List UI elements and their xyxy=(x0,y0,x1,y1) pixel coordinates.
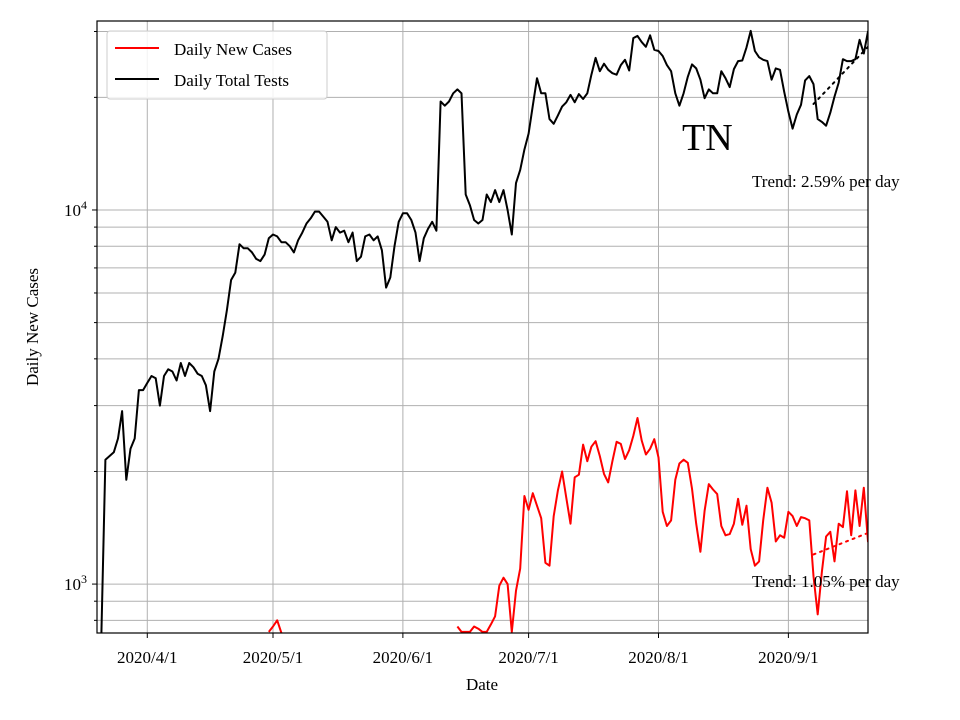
trend-line-cases xyxy=(812,531,868,556)
grid xyxy=(97,21,868,633)
trend-line-tests xyxy=(812,45,868,105)
x-tick-label: 2020/4/1 xyxy=(117,648,177,667)
x-axis-label: Date xyxy=(466,675,498,694)
x-tick-label: 2020/8/1 xyxy=(628,648,688,667)
x-tick-label: 2020/7/1 xyxy=(498,648,558,667)
series-line-cases xyxy=(268,417,868,633)
plot-frame xyxy=(96,20,869,634)
x-tick-label: 2020/5/1 xyxy=(243,648,303,667)
legend-box xyxy=(106,30,328,100)
legend-label-cases: Daily New Cases xyxy=(174,40,292,59)
trend-label-cases: Trend: 1.05% per day xyxy=(752,572,900,591)
y-tick-label: 103 xyxy=(64,572,87,594)
state-label: TN xyxy=(682,117,733,159)
series-line-tests xyxy=(100,29,868,633)
trend-layer xyxy=(812,45,868,556)
legend: Daily New Cases Daily Total Tests xyxy=(106,30,328,100)
trend-label-tests: Trend: 2.59% per day xyxy=(752,172,900,191)
y-ticks: 103 104 xyxy=(64,30,97,621)
x-tick-label: 2020/6/1 xyxy=(373,648,433,667)
legend-label-tests: Daily Total Tests xyxy=(174,71,289,90)
x-tick-label: 2020/9/1 xyxy=(758,648,818,667)
y-tick-label: 104 xyxy=(64,198,87,220)
y-axis-label: Daily New Cases xyxy=(23,268,42,386)
series-layer xyxy=(100,29,868,633)
x-ticks: 2020/4/1 2020/5/1 2020/6/1 2020/7/1 2020/8/1… xyxy=(117,633,819,667)
